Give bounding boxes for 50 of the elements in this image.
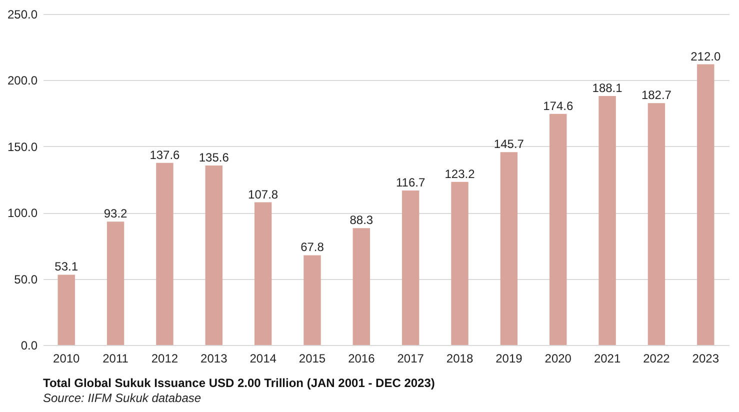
bar [304,255,321,345]
x-tick-label: 2010 [53,352,80,366]
y-tick-label: 200.0 [7,74,38,88]
bar [205,165,222,345]
y-tick-label: 0.0 [20,338,38,352]
bar [648,103,666,345]
x-tick-label: 2018 [446,352,474,366]
y-tick-label: 100.0 [7,206,38,220]
bar [254,202,272,345]
bar [550,114,567,345]
bar [106,222,124,345]
x-tick-label: 2023 [692,352,720,366]
x-tick-label: 2017 [397,352,424,366]
x-tick-label: 2012 [151,352,178,366]
data-label: 67.8 [300,240,324,254]
bar [500,152,518,345]
data-label: 145.7 [494,137,524,152]
data-label: 182.7 [641,88,672,102]
data-label: 188.1 [592,80,623,95]
data-label: 135.6 [198,150,230,164]
x-tick-label: 2016 [348,352,376,366]
bar [451,182,468,345]
x-tick-label: 2022 [643,352,670,366]
bar [402,190,420,345]
data-label: 174.6 [543,98,574,113]
data-label: 88.3 [350,213,374,228]
data-label: 53.1 [54,260,78,274]
data-label: 93.2 [104,206,128,221]
y-tick-label: 50.0 [14,272,38,286]
x-tick-label: 2011 [102,352,129,366]
data-label: 116.7 [396,175,426,190]
y-tick-label: 150.0 [7,140,38,154]
x-tick-label: 2013 [200,352,228,366]
bar [156,162,174,345]
data-label: 107.8 [248,187,278,202]
x-tick-label: 2019 [496,352,523,366]
x-tick-label: 2021 [594,352,621,366]
x-tick-label: 2015 [298,352,326,366]
x-tick-label: 2014 [250,352,277,366]
data-label: 212.0 [690,49,721,64]
bar [598,96,616,345]
x-tick-label: 2020 [544,352,572,366]
bar [58,274,75,345]
data-label: 137.6 [150,148,180,162]
bar [352,228,370,345]
bar [697,64,714,345]
y-tick-label: 250.0 [7,8,38,22]
data-label: 123.2 [444,166,476,181]
source-note: Source: IIFM Sukuk database [43,391,202,405]
text: Total Global Sukuk Issuance USD 2.00 Trillion (JAN 2001 - DEC 2023) [43,376,435,390]
